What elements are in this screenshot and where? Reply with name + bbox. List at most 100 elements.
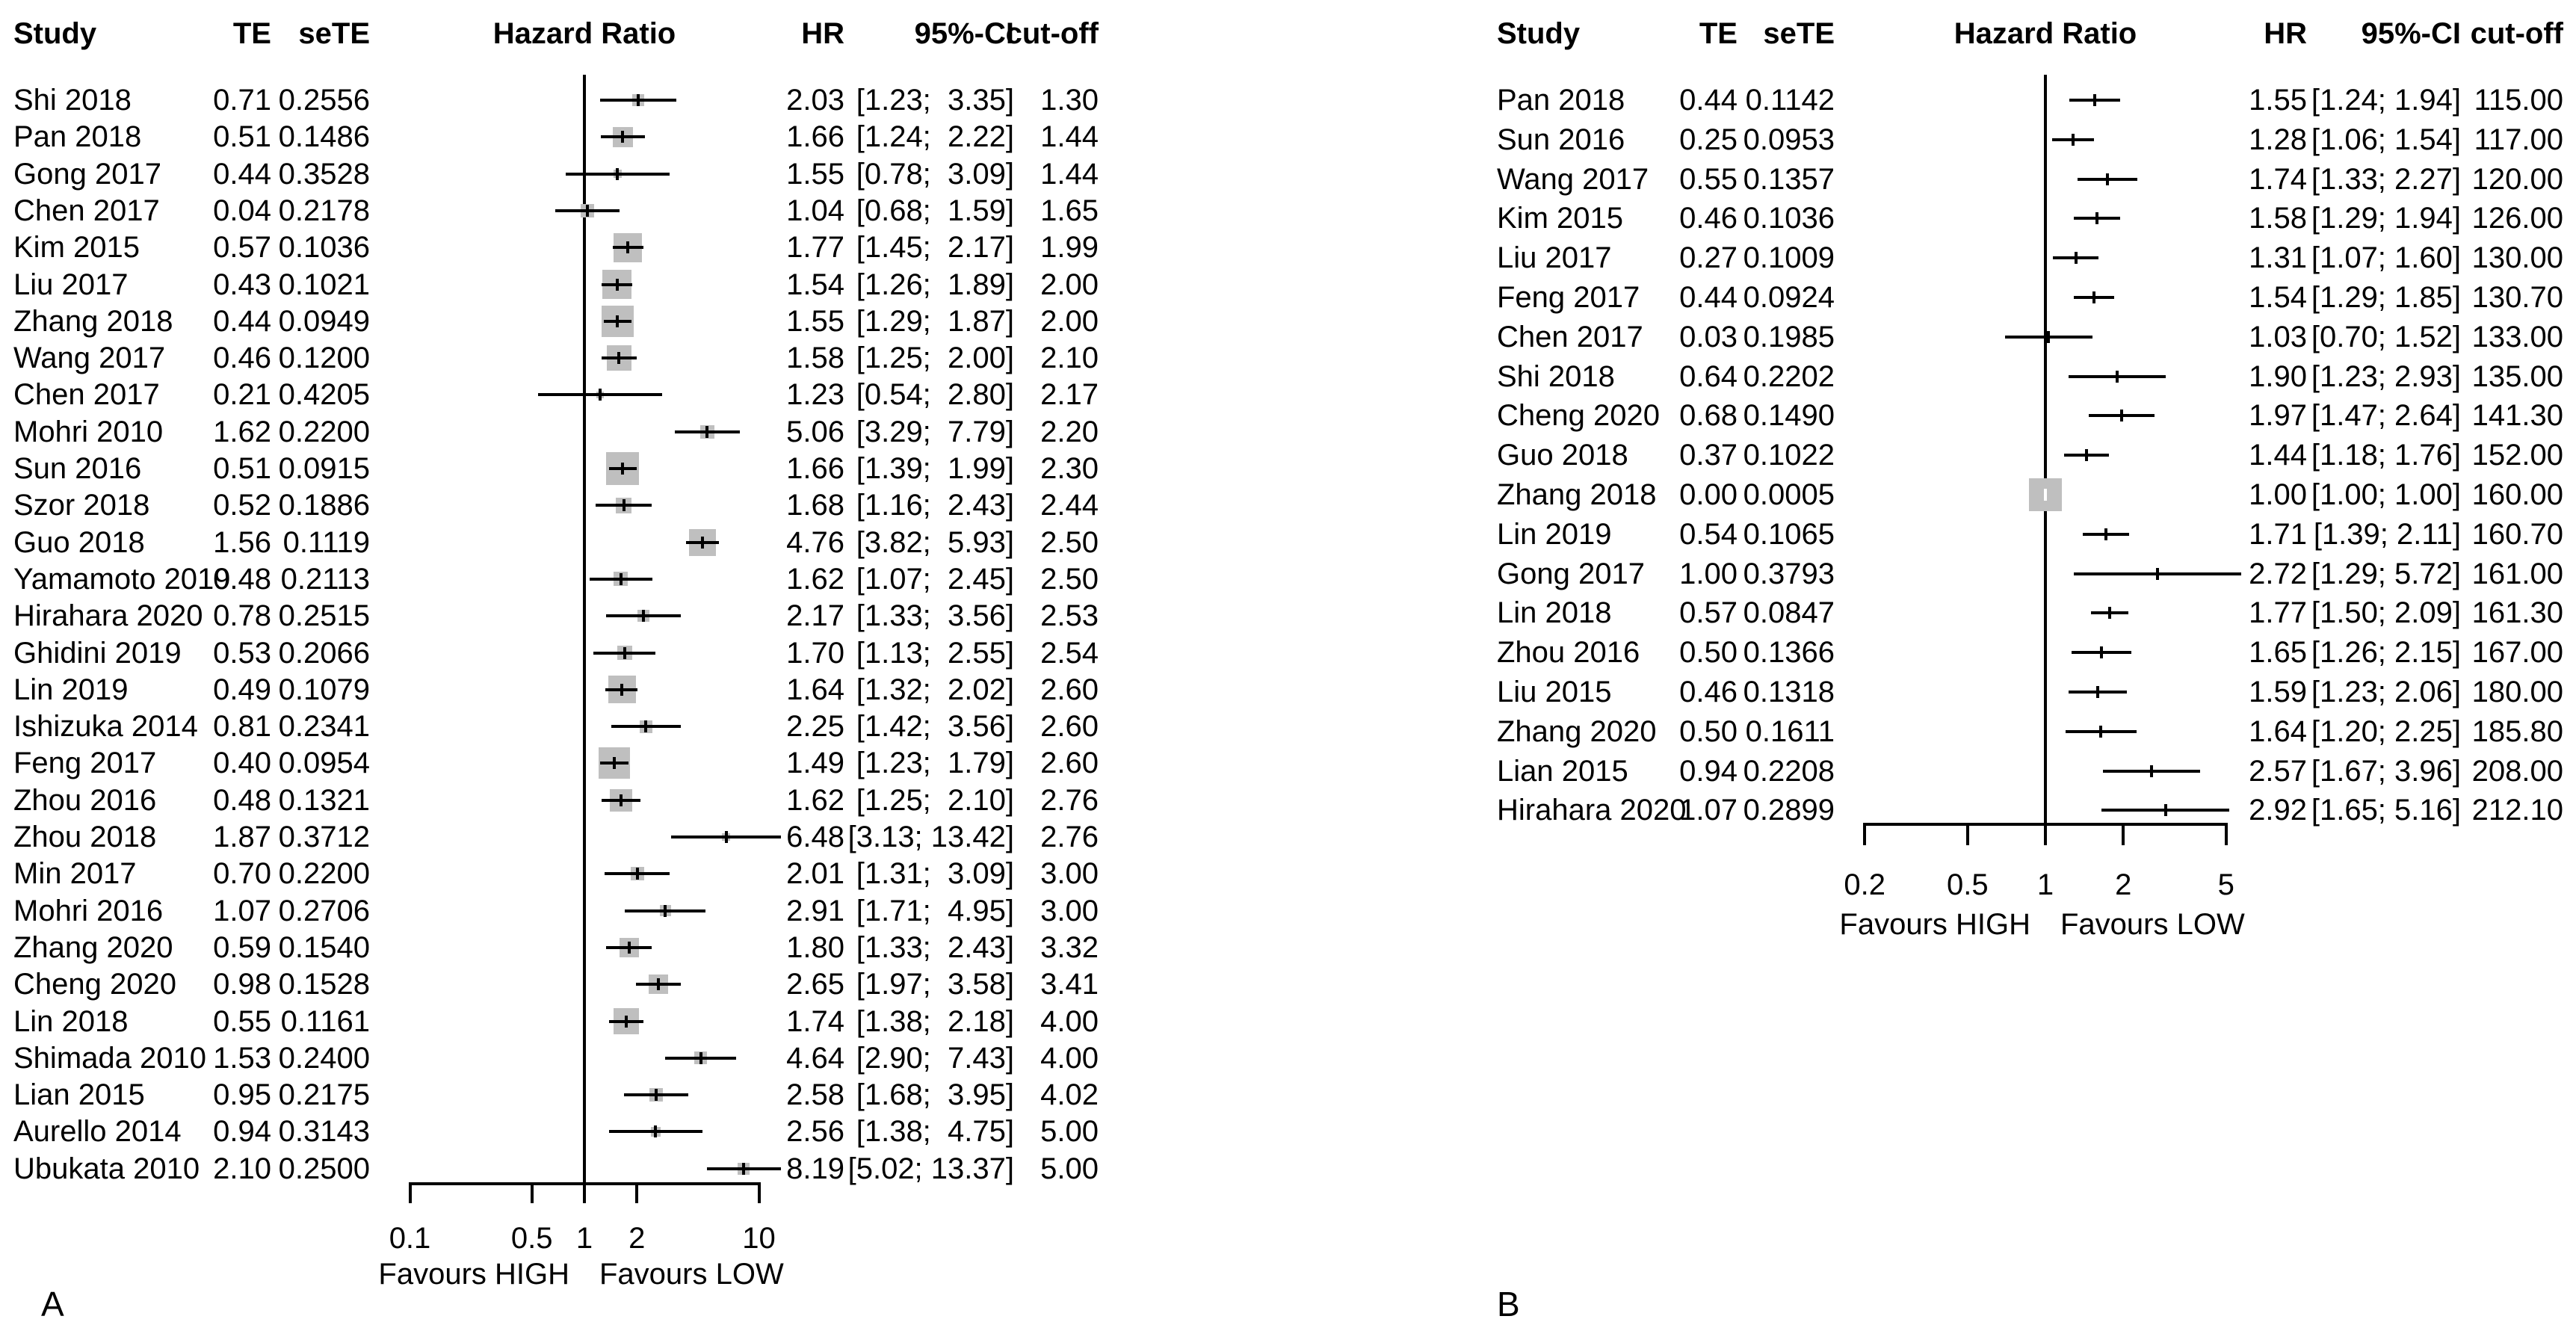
cutoff-value: 4.00 — [1040, 1004, 1099, 1038]
point-estimate-tick — [664, 904, 667, 917]
study-label: Lin 2018 — [1497, 596, 1612, 630]
study-label: Zhou 2016 — [13, 783, 157, 817]
ci-value: [1.16; 2.43] — [856, 489, 1014, 522]
sete-value: 0.1886 — [278, 489, 370, 522]
ci-value: [1.33; 3.56] — [856, 599, 1014, 633]
cutoff-value: 185.80 — [2471, 714, 2563, 748]
axis-tick-label: 10 — [742, 1222, 776, 1255]
ci-value: [1.50; 2.09] — [2311, 596, 2461, 630]
column-header-cutoff: cut-off — [2470, 17, 2563, 50]
ci-value: [1.29; 5.72] — [2311, 557, 2461, 590]
cutoff-value: 160.70 — [2471, 517, 2563, 551]
te-value: 0.43 — [213, 268, 271, 301]
sete-value: 0.2175 — [278, 1078, 370, 1112]
point-estimate-tick — [2092, 291, 2095, 303]
sete-value: 0.2341 — [278, 710, 370, 744]
point-estimate-tick — [622, 499, 626, 512]
sete-value: 0.3143 — [278, 1115, 370, 1149]
te-value: 1.87 — [213, 821, 271, 853]
ci-value: [1.07; 2.45] — [856, 562, 1014, 596]
ci-value: [1.33; 2.43] — [856, 930, 1014, 964]
te-value: 0.44 — [213, 304, 271, 338]
te-value: 1.07 — [1679, 794, 1738, 827]
te-value: 1.56 — [213, 525, 271, 559]
hr-value: 1.77 — [2249, 596, 2307, 630]
hr-value: 1.74 — [786, 1004, 844, 1038]
point-estimate-tick — [623, 646, 626, 659]
hr-value: 1.59 — [2249, 676, 2307, 708]
sete-value: 0.2500 — [278, 1152, 370, 1185]
hr-value: 1.90 — [2249, 359, 2307, 393]
te-value: 0.57 — [213, 231, 271, 265]
point-estimate-tick — [656, 978, 660, 991]
point-estimate-tick — [599, 389, 602, 401]
point-estimate-tick — [621, 463, 625, 475]
hr-value: 1.49 — [786, 747, 844, 780]
column-header-cutoff: cut-off — [1005, 17, 1099, 50]
axis-tick — [2224, 823, 2228, 845]
sete-value: 0.1540 — [278, 930, 370, 964]
hr-value: 1.97 — [2249, 399, 2307, 433]
study-label: Liu 2017 — [13, 268, 129, 301]
te-value: 0.00 — [1679, 478, 1738, 511]
panel-label-a: A — [41, 1285, 64, 1324]
sete-value: 0.1366 — [1743, 636, 1835, 670]
cutoff-value: 5.00 — [1040, 1115, 1099, 1149]
te-value: 0.71 — [213, 84, 271, 117]
hr-value: 1.62 — [786, 783, 844, 817]
sete-value: 0.1985 — [1743, 320, 1835, 353]
point-estimate-tick — [636, 94, 640, 106]
axis-tick — [530, 1182, 534, 1203]
study-label: Hirahara 2020 — [1497, 794, 1687, 827]
cutoff-value: 3.41 — [1040, 968, 1099, 1001]
point-estimate-tick — [617, 352, 621, 365]
study-label: Lin 2018 — [13, 1004, 129, 1038]
cutoff-value: 2.60 — [1040, 673, 1099, 706]
te-value: 0.03 — [1679, 320, 1738, 353]
ci-value: [1.38; 2.18] — [856, 1004, 1014, 1038]
axis-tick-label: 0.5 — [1946, 868, 1989, 901]
study-label: Yamamoto 2019 — [13, 562, 231, 596]
point-estimate-tick — [2072, 133, 2075, 146]
hr-value: 1.77 — [786, 231, 844, 265]
axis-tick — [2122, 823, 2125, 845]
sete-value: 0.2066 — [278, 636, 370, 670]
sete-value: 0.3528 — [278, 157, 370, 191]
ci-value: [1.39; 1.99] — [856, 452, 1014, 485]
hr-value: 1.23 — [786, 378, 844, 412]
study-label: Min 2017 — [13, 857, 137, 891]
hr-value: 1.64 — [2249, 714, 2307, 748]
study-label: Liu 2017 — [1497, 241, 1612, 275]
te-value: 2.10 — [213, 1152, 271, 1185]
ci-value: [1.13; 2.55] — [856, 636, 1014, 670]
cutoff-value: 2.76 — [1040, 821, 1099, 853]
point-estimate-tick — [2095, 212, 2098, 225]
sete-value: 0.2400 — [278, 1041, 370, 1075]
sete-value: 0.2556 — [278, 84, 370, 117]
cutoff-value: 3.00 — [1040, 857, 1099, 891]
te-value: 0.46 — [1679, 202, 1738, 235]
hr-value: 1.04 — [786, 194, 844, 227]
cutoff-value: 130.00 — [2471, 241, 2563, 275]
cutoff-value: 2.60 — [1040, 710, 1099, 744]
cutoff-value: 2.00 — [1040, 304, 1099, 338]
te-value: 0.25 — [1679, 123, 1738, 156]
axis-tick-label: 2 — [628, 1222, 646, 1255]
ci-value: [1.20; 2.25] — [2311, 714, 2461, 748]
study-label: Gong 2017 — [1497, 557, 1645, 590]
hr-value: 1.54 — [786, 268, 844, 301]
point-estimate-tick — [2119, 410, 2123, 422]
cutoff-value: 167.00 — [2471, 636, 2563, 670]
study-label: Sun 2016 — [13, 452, 142, 485]
ci-value: [1.97; 3.58] — [856, 968, 1014, 1001]
ci-value: [1.23; 2.06] — [2311, 676, 2461, 708]
study-label: Chen 2017 — [13, 194, 160, 227]
point-estimate-tick — [2100, 646, 2104, 659]
favours-high-label: Favours HIGH — [1839, 908, 2030, 941]
hr-value: 2.56 — [786, 1115, 844, 1149]
point-estimate-tick — [701, 536, 705, 549]
te-value: 0.94 — [213, 1115, 271, 1149]
hr-value: 1.00 — [2249, 478, 2307, 511]
ci-value: [1.24; 2.22] — [856, 120, 1014, 154]
hr-value: 1.44 — [2249, 439, 2307, 472]
